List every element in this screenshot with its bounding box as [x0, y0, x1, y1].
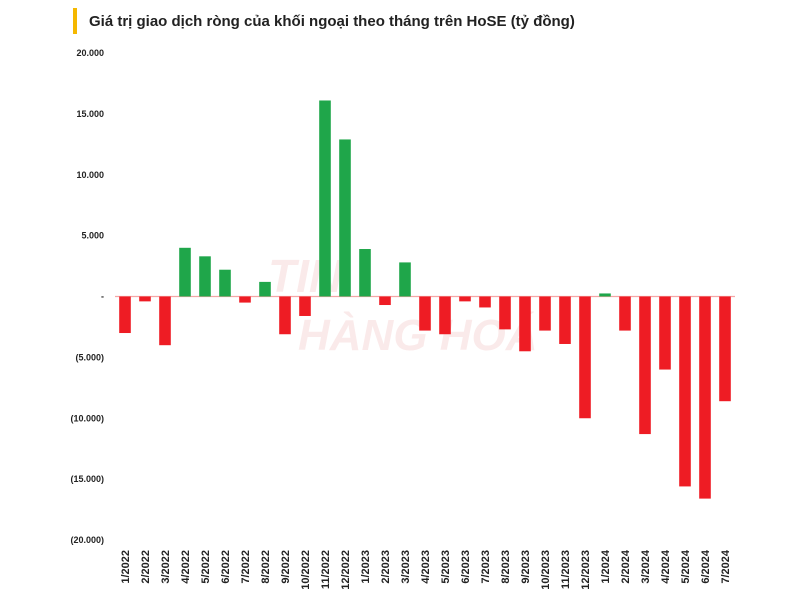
- bar-4-2023: [419, 296, 431, 331]
- bar-6-2022: [219, 269, 231, 297]
- watermark-line1: TIN: [268, 250, 343, 302]
- x-tick-label: 4/2023: [420, 550, 432, 584]
- bar-8-2022: [259, 281, 271, 297]
- bar-3-2023: [399, 262, 411, 297]
- bar-3-2022: [159, 296, 171, 346]
- bar-4-2022: [179, 247, 191, 297]
- bar-11-2023: [559, 296, 571, 344]
- x-tick-label: 10/2023: [540, 550, 552, 590]
- x-tick-label: 1/2022: [120, 550, 132, 584]
- bar-5-2022: [199, 256, 211, 297]
- bar-12-2023: [579, 296, 591, 419]
- y-tick-label: (5.000): [75, 352, 104, 362]
- x-tick-label: 4/2024: [660, 549, 672, 584]
- x-tick-label: 5/2023: [440, 550, 452, 584]
- y-tick-label: 10.000: [76, 170, 104, 180]
- bar-2-2024: [619, 296, 631, 331]
- bar-4-2024: [659, 296, 671, 370]
- bar-1-2024: [599, 293, 611, 297]
- x-tick-label: 5/2022: [200, 550, 212, 584]
- bar-10-2022: [299, 296, 311, 316]
- y-tick-label: (15.000): [70, 474, 104, 484]
- bars: [119, 100, 731, 499]
- bar-3-2024: [639, 296, 651, 435]
- x-tick-label: 3/2023: [400, 550, 412, 584]
- x-tick-label: 1/2023: [360, 550, 372, 584]
- y-tick-label: (20.000): [70, 535, 104, 545]
- x-tick-label: 6/2022: [220, 550, 232, 584]
- x-tick-label: 8/2023: [500, 550, 512, 584]
- bar-7-2023: [479, 296, 491, 308]
- x-tick-label: 8/2022: [260, 550, 272, 584]
- bar-2-2023: [379, 296, 391, 306]
- x-tick-label: 11/2023: [560, 550, 572, 589]
- x-tick-label: 7/2024: [720, 549, 732, 584]
- x-tick-label: 5/2024: [680, 549, 692, 584]
- x-tick-label: 6/2023: [460, 550, 472, 584]
- bar-6-2023: [459, 296, 471, 302]
- bar-6-2024: [699, 296, 711, 499]
- x-tick-label: 12/2023: [580, 550, 592, 590]
- bar-10-2023: [539, 296, 551, 331]
- x-tick-label: 2/2023: [380, 550, 392, 584]
- x-axis: 1/2022 2/2022 3/2022 4/2022 5/2022 6/2022 7/20…: [120, 549, 732, 590]
- x-tick-label: 12/2022: [340, 550, 352, 590]
- x-tick-label: 9/2023: [520, 550, 532, 584]
- x-tick-label: 2/2024: [620, 549, 632, 584]
- x-tick-label: 7/2022: [240, 550, 252, 584]
- x-tick-label: 3/2022: [160, 550, 172, 584]
- bar-5-2023: [439, 296, 451, 335]
- x-tick-label: 2/2022: [140, 550, 152, 584]
- bar-7-2024: [719, 296, 731, 402]
- bar-5-2024: [679, 296, 691, 487]
- bar-11-2022: [319, 100, 331, 297]
- x-tick-label: 6/2024: [700, 549, 712, 584]
- x-tick-label: 7/2023: [480, 550, 492, 584]
- bar-8-2023: [499, 296, 511, 330]
- x-tick-label: 10/2022: [300, 550, 312, 590]
- y-tick-label: -: [101, 292, 104, 302]
- title-block: Giá trị giao dịch ròng của khối ngoại th…: [73, 8, 575, 34]
- x-tick-label: 4/2022: [180, 550, 192, 584]
- y-tick-label: (10.000): [70, 413, 104, 423]
- y-tick-label: 15.000: [76, 109, 104, 119]
- x-tick-label: 11/2022: [320, 550, 332, 589]
- bar-9-2023: [519, 296, 531, 352]
- title-accent-bar: [73, 8, 77, 34]
- x-tick-label: 9/2022: [280, 550, 292, 584]
- watermark-line2: HÀNG HOÁ: [298, 310, 538, 360]
- bar-7-2022: [239, 296, 251, 303]
- chart-title: Giá trị giao dịch ròng của khối ngoại th…: [89, 12, 575, 30]
- y-tick-label: 20.000: [76, 48, 104, 58]
- bar-12-2022: [339, 139, 351, 297]
- y-tick-label: 5.000: [81, 231, 104, 241]
- bar-2-2022: [139, 296, 151, 302]
- bar-1-2022: [119, 296, 131, 334]
- bar-1-2023: [359, 249, 371, 297]
- y-axis: 20.000 15.000 10.000 5.000 - (5.000) (10.000) (…: [70, 48, 104, 545]
- x-tick-label: 1/2024: [600, 549, 612, 584]
- bar-9-2022: [279, 296, 291, 335]
- x-tick-label: 3/2024: [640, 549, 652, 584]
